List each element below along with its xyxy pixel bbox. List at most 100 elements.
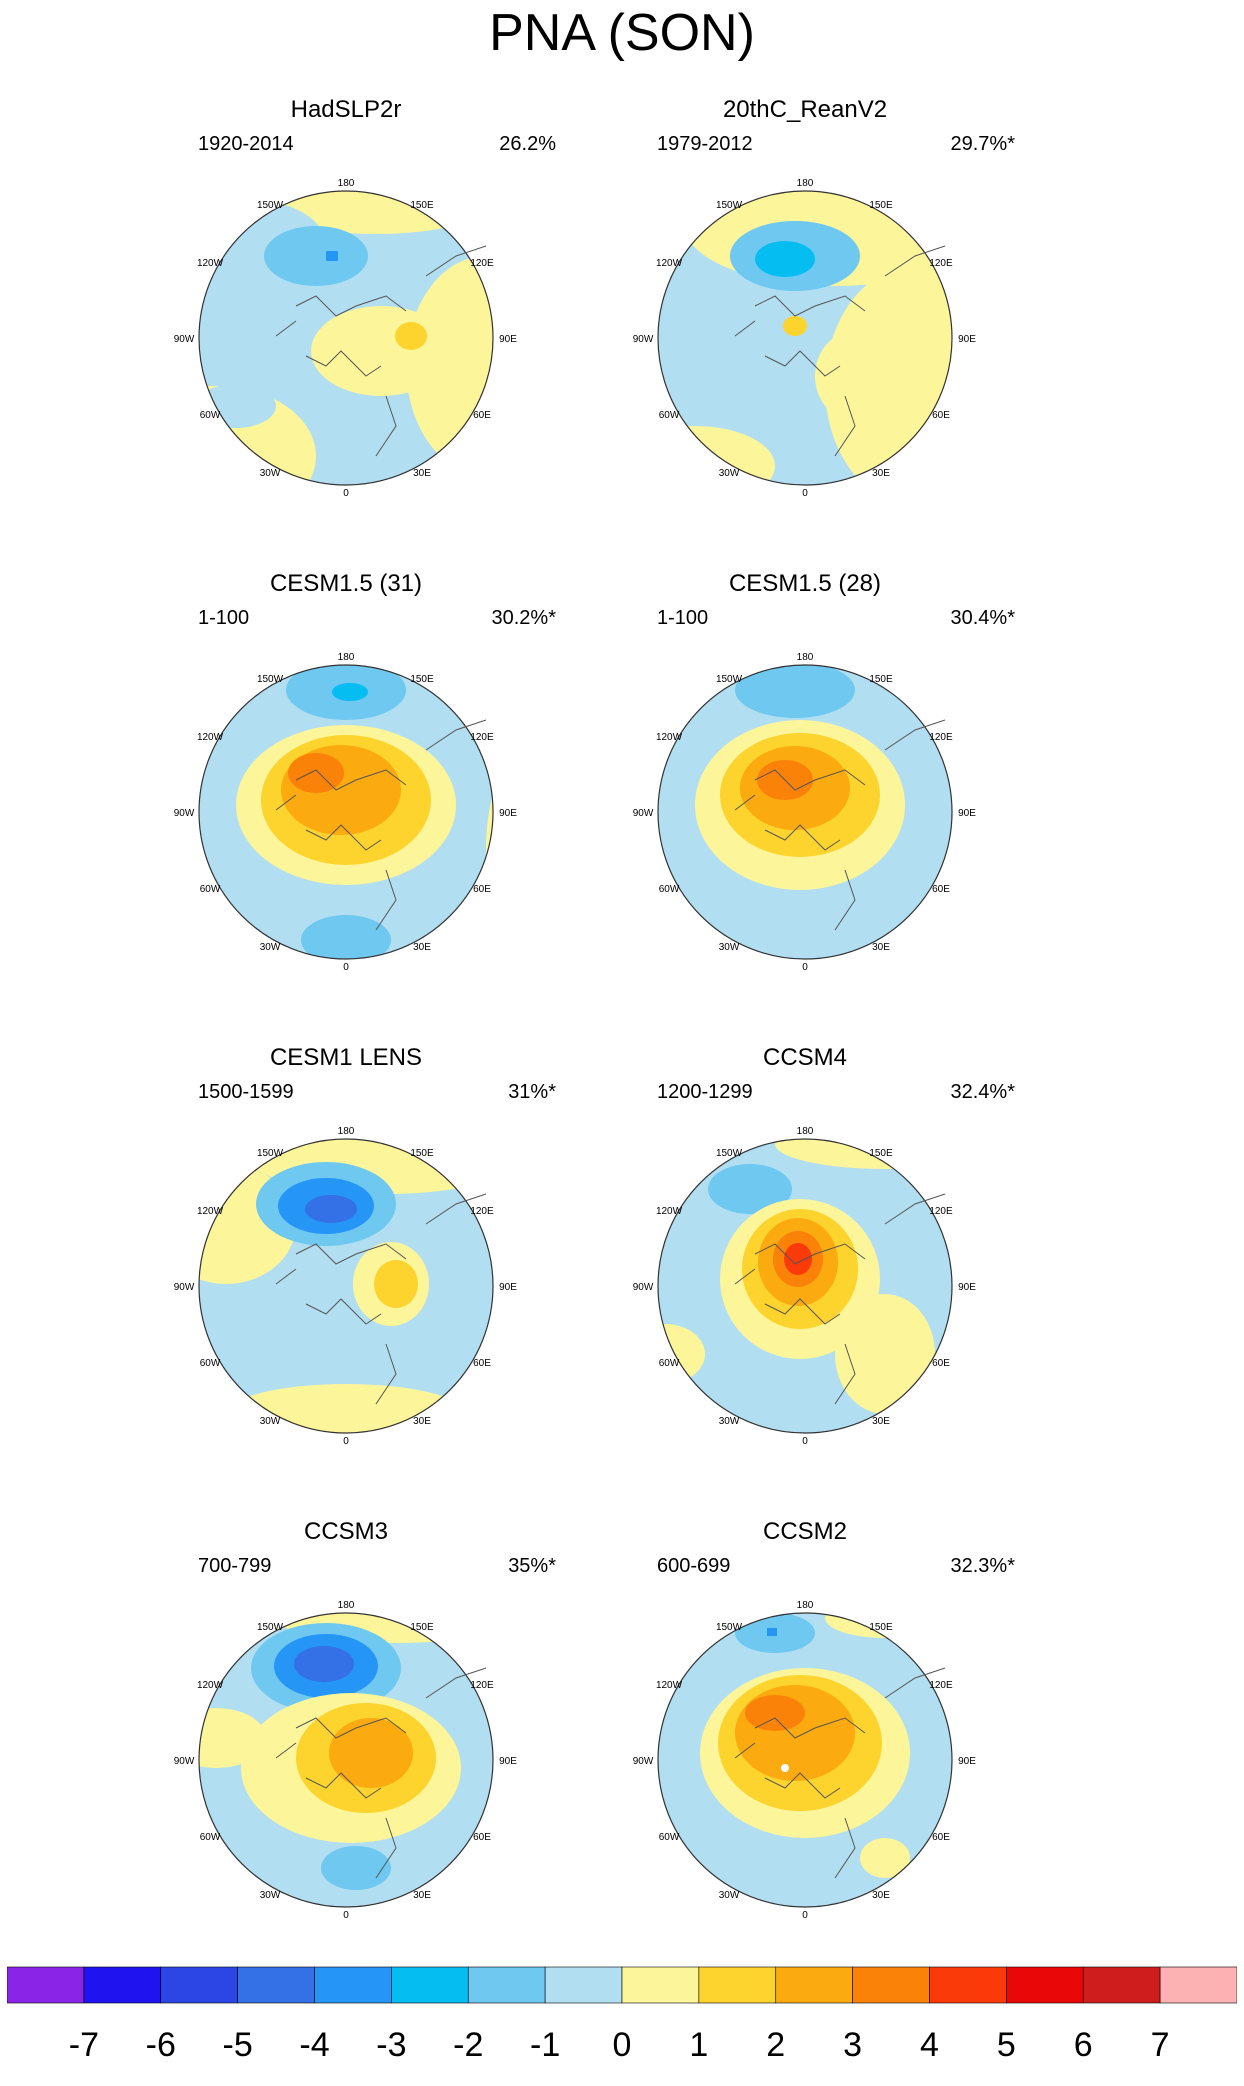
- lon-label-60e: 60E: [473, 1832, 491, 1843]
- panel-variance: 30.4%*: [950, 607, 1016, 629]
- colorbar-box: [237, 1966, 315, 2004]
- polar-map: 180 150E 120E 90E 60E 30E 0 30W 60W 90W …: [633, 178, 977, 499]
- lon-label-150w: 150W: [716, 1622, 743, 1633]
- lon-label-0: 0: [802, 488, 808, 499]
- colorbar-box: [160, 1966, 238, 2004]
- colorbar-box: [621, 1966, 700, 2004]
- lon-label-120w: 120W: [197, 732, 224, 743]
- panel-variance: 26.2%: [499, 133, 556, 155]
- lon-label-60w: 60W: [659, 1832, 680, 1843]
- lon-label-60w: 60W: [200, 1358, 221, 1369]
- colorbar-box: [391, 1966, 469, 2004]
- lon-label-150e: 150E: [869, 1148, 893, 1159]
- lon-label-120e: 120E: [470, 258, 494, 269]
- colorbar-box: [83, 1966, 162, 2004]
- map-panel-hadslp2r: HadSLP2r 1920-2014 26.2% 180 150E 120E 9…: [126, 96, 566, 536]
- lon-label-120w: 120W: [656, 732, 683, 743]
- lon-label-0: 0: [802, 1910, 808, 1921]
- panel-title: 20thC_ReanV2: [722, 96, 888, 123]
- figure-title: PNA (SON): [489, 4, 755, 62]
- colorbar-label: 1: [689, 2026, 708, 2064]
- colorbar: -7 -6 -5 -4 -3 -2 -1 0 1 2 3 4 5 6 7: [7, 1966, 1237, 2064]
- colorbar-label: 3: [843, 2026, 862, 2064]
- lon-label-30w: 30W: [260, 468, 281, 479]
- colorbar-label: 2: [766, 2026, 785, 2064]
- polar-map: 180 150E 120E 90E 60E 30E 0 30W 60W 90W …: [633, 1126, 977, 1447]
- lon-label-150e: 150E: [869, 674, 893, 685]
- lon-label-0: 0: [343, 962, 349, 973]
- lon-label-150w: 150W: [257, 200, 284, 211]
- lon-label-30e: 30E: [413, 468, 431, 479]
- polar-map: 180 150E 120E 90E 60E 30E 0 30W 60W 90W …: [174, 178, 518, 499]
- panel-variance: 31%*: [508, 1081, 556, 1103]
- panel-period: 600-699: [657, 1555, 731, 1577]
- lon-label-150e: 150E: [410, 1148, 434, 1159]
- panel-period: 1-100: [657, 607, 709, 629]
- panel-period: 1200-1299: [657, 1081, 753, 1103]
- panel-title: CCSM4: [762, 1044, 847, 1071]
- colorbar-box: [1006, 1966, 1084, 2004]
- lon-label-30e: 30E: [413, 1416, 431, 1427]
- lon-label-180: 180: [338, 652, 355, 663]
- lon-label-0: 0: [343, 488, 349, 499]
- lon-label-60e: 60E: [932, 884, 950, 895]
- colorbar-label: -5: [223, 2026, 253, 2064]
- map-panel-cesm15-31: CESM1.5 (31) 1-100 30.2%* 180 150E 120E …: [126, 570, 566, 1010]
- lon-label-180: 180: [797, 178, 814, 189]
- colorbar-label: -1: [530, 2026, 560, 2064]
- lon-label-120e: 120E: [929, 258, 953, 269]
- lon-label-60w: 60W: [659, 1358, 680, 1369]
- polar-map: 180 150E 120E 90E 60E 30E 0 30W 60W 90W …: [174, 1126, 518, 1447]
- panel-variance: 30.2%*: [491, 607, 557, 629]
- lon-label-90w: 90W: [174, 1282, 195, 1293]
- lon-label-180: 180: [338, 1600, 355, 1611]
- panel-period: 1500-1599: [198, 1081, 294, 1103]
- panel-period: 1979-2012: [657, 133, 753, 155]
- panel-variance: 32.4%*: [950, 1081, 1016, 1103]
- colorbar-box: [1159, 1966, 1237, 2004]
- colorbar-label: -7: [69, 2026, 99, 2064]
- lon-label-30w: 30W: [260, 942, 281, 953]
- colorbar-box: [467, 1966, 546, 2004]
- colorbar-box: [7, 1966, 85, 2004]
- panel-title: CCSM2: [762, 1518, 847, 1545]
- lon-label-60e: 60E: [932, 410, 950, 421]
- lon-label-120w: 120W: [656, 258, 683, 269]
- lon-label-0: 0: [343, 1910, 349, 1921]
- colorbar-box: [929, 1966, 1007, 2004]
- lon-label-120w: 120W: [197, 258, 224, 269]
- lon-label-150w: 150W: [716, 674, 743, 685]
- lon-label-60e: 60E: [932, 1832, 950, 1843]
- lon-label-30w: 30W: [719, 468, 740, 479]
- lon-label-30e: 30E: [413, 1890, 431, 1901]
- lon-label-60e: 60E: [473, 1358, 491, 1369]
- lon-label-120w: 120W: [656, 1206, 683, 1217]
- lon-label-30w: 30W: [260, 1416, 281, 1427]
- lon-label-150w: 150W: [257, 1622, 284, 1633]
- panel-title: CESM1 LENS: [269, 1044, 423, 1071]
- colorbar-label: 4: [920, 2026, 939, 2064]
- lon-label-150w: 150W: [257, 674, 284, 685]
- lon-label-90e: 90E: [958, 1756, 976, 1767]
- lon-label-180: 180: [797, 1600, 814, 1611]
- lon-label-180: 180: [797, 1126, 814, 1137]
- lon-label-180: 180: [797, 652, 814, 663]
- lon-label-90e: 90E: [499, 808, 517, 819]
- panel-variance: 35%*: [508, 1555, 556, 1577]
- lon-label-150w: 150W: [716, 200, 743, 211]
- polar-map: 180 150E 120E 90E 60E 30E 0 30W 60W 90W …: [633, 1600, 977, 1921]
- lon-label-90e: 90E: [958, 1282, 976, 1293]
- panel-period: 1-100: [198, 607, 250, 629]
- colorbar-box: [544, 1966, 623, 2004]
- lon-label-90e: 90E: [499, 1756, 517, 1767]
- lon-label-60w: 60W: [659, 884, 680, 895]
- lon-label-90e: 90E: [499, 334, 517, 345]
- panel-title: CESM1.5 (28): [728, 570, 882, 597]
- lon-label-120e: 120E: [470, 1680, 494, 1691]
- lon-label-60e: 60E: [473, 410, 491, 421]
- map-panel-cesm15-28: CESM1.5 (28) 1-100 30.4%* 180 150E 120E …: [585, 570, 1025, 1010]
- lon-label-120w: 120W: [656, 1680, 683, 1691]
- panel-period: 700-799: [198, 1555, 272, 1577]
- lon-label-150e: 150E: [869, 1622, 893, 1633]
- colorbar-label: -4: [299, 2026, 329, 2064]
